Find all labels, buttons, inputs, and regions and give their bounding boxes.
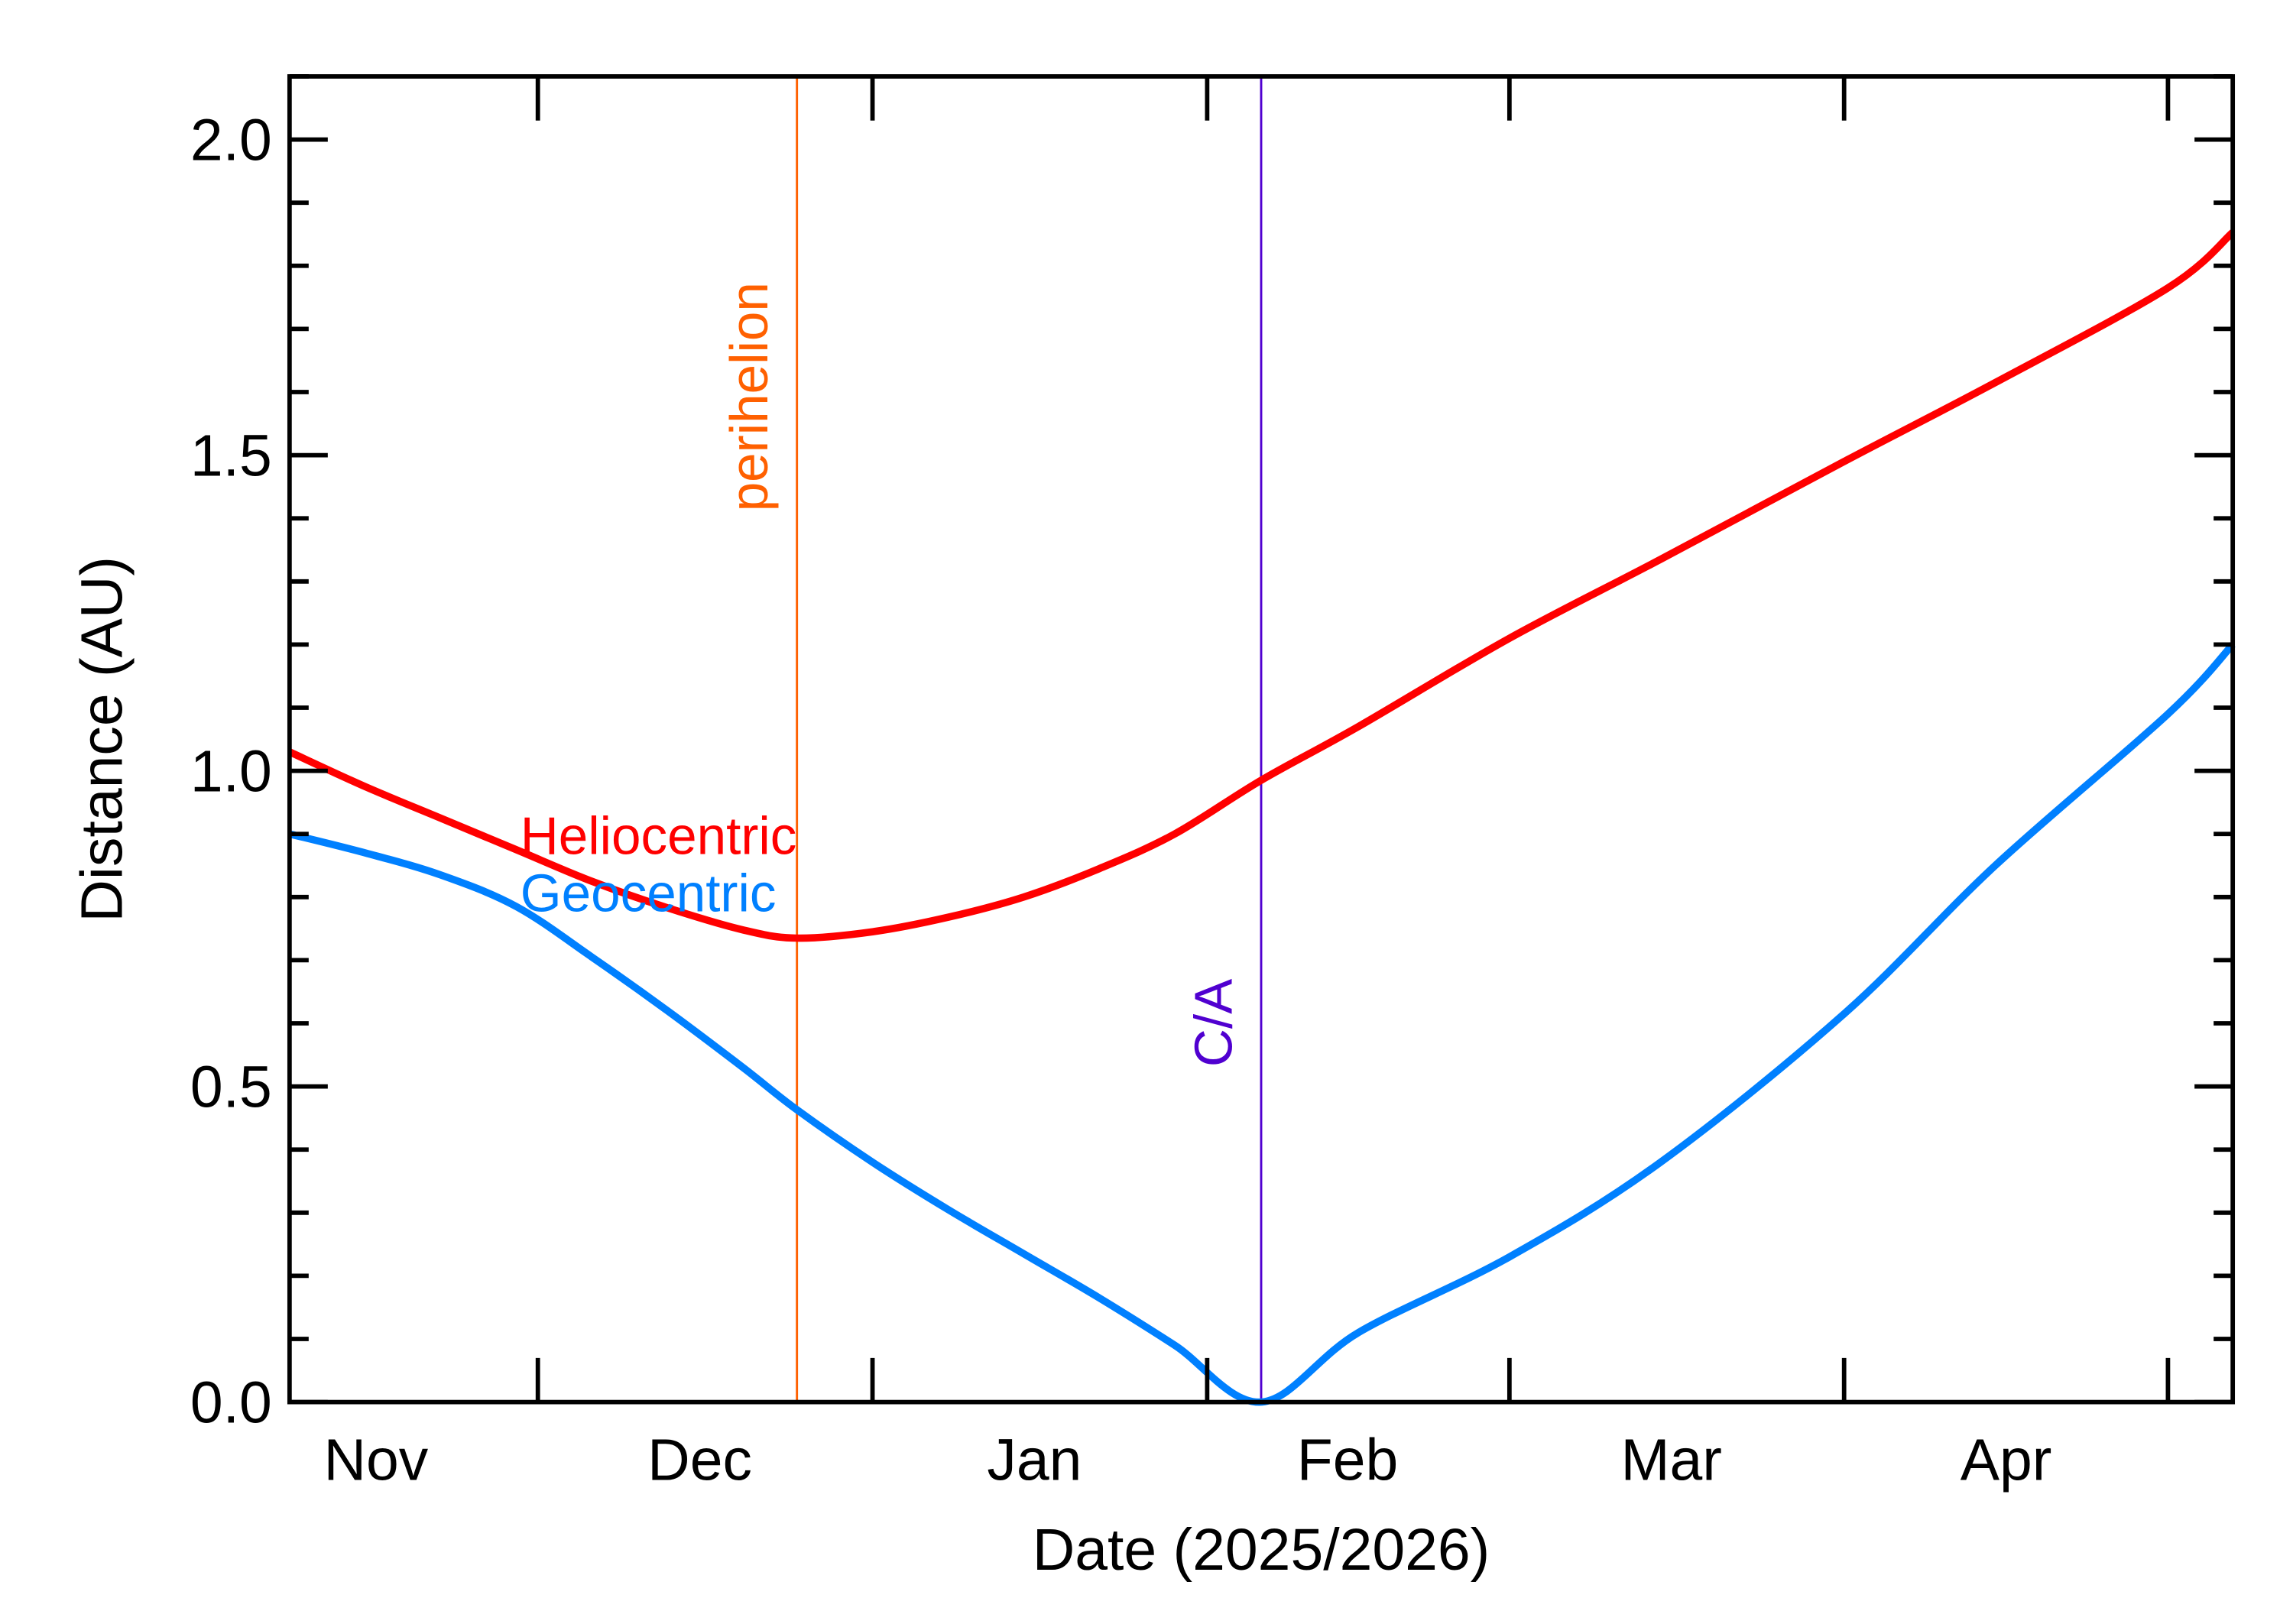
x-tick-label: Jan — [987, 1428, 1082, 1493]
x-tick-label: Apr — [1961, 1428, 2052, 1493]
x-tick-label: Feb — [1297, 1428, 1399, 1493]
legend-heliocentric: Heliocentric — [521, 806, 797, 865]
y-tick-label: 0.5 — [190, 1055, 272, 1120]
event-label-0: perihelion — [719, 282, 779, 511]
series-lines — [287, 229, 2236, 1406]
series-line-geocentric — [288, 642, 2236, 1406]
y-tick-label: 1.0 — [190, 739, 272, 805]
axis-ticks — [289, 74, 2233, 1405]
x-tick-label: Mar — [1620, 1428, 1721, 1493]
legend-geocentric: Geocentric — [521, 863, 777, 922]
y-tick-label: 2.0 — [190, 108, 272, 173]
plot-frame — [287, 74, 2236, 1405]
event-label-1: C/A — [1184, 978, 1244, 1067]
x-tick-label: Dec — [647, 1428, 752, 1493]
x-tick-label: Nov — [323, 1428, 428, 1493]
tick-labels: 0.0 0.5 1.0 1.5 2.0 Nov Dec Jan Feb Mar Apr — [190, 108, 2052, 1493]
y-axis-label: Distance (AU) — [70, 556, 135, 922]
event-lines: perihelion C/A — [719, 76, 1263, 1402]
series-line-heliocentric — [287, 229, 2236, 942]
y-tick-label: 1.5 — [190, 423, 272, 489]
x-axis-label: Date (2025/2026) — [1033, 1517, 1490, 1583]
y-tick-label: 0.0 — [190, 1370, 272, 1436]
